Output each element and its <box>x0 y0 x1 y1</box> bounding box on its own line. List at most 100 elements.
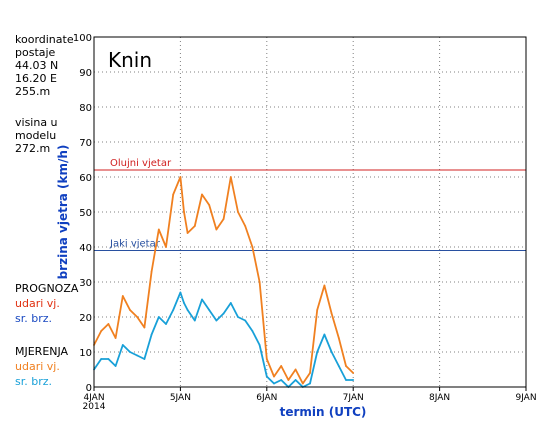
x-tick-label: 5JAN <box>170 393 191 403</box>
forecast-legend-title: PROGNOZA <box>15 282 79 295</box>
data-point <box>229 302 232 304</box>
x-tick-label: 6JAN <box>256 393 277 403</box>
data-point <box>345 379 347 381</box>
x-tick-label: 4JAN <box>83 393 104 403</box>
data-point <box>229 176 232 178</box>
data-point <box>201 193 203 196</box>
chart-title: Knin <box>108 48 152 72</box>
data-point <box>237 211 239 213</box>
data-point <box>107 323 110 325</box>
y-tick-label: 40 <box>79 243 92 254</box>
data-point <box>150 270 153 273</box>
data-point <box>136 316 139 318</box>
data-point <box>273 375 275 378</box>
y-tick-label: 30 <box>79 278 92 289</box>
data-point <box>265 358 268 360</box>
data-point <box>309 382 311 385</box>
data-point <box>222 312 225 315</box>
y-tick-label: 90 <box>79 68 92 79</box>
data-point <box>121 295 124 297</box>
data-point <box>330 351 333 353</box>
x-tick-label: 8JAN <box>429 393 450 403</box>
data-point <box>100 330 103 332</box>
station-line: 255.m <box>15 85 51 98</box>
data-point <box>157 316 160 318</box>
data-point <box>215 319 218 322</box>
plot-frame <box>93 36 527 388</box>
y-tick-label: 20 <box>79 313 92 324</box>
data-point <box>136 354 139 357</box>
data-point <box>100 358 103 360</box>
data-point <box>172 309 175 311</box>
model-info: visina u modelu 272.m <box>15 116 58 155</box>
y-tick-label: 70 <box>79 138 92 149</box>
data-point <box>273 382 275 385</box>
measured-mean-legend: sr. brz. <box>15 375 53 388</box>
data-point <box>330 312 333 315</box>
data-point <box>287 379 290 381</box>
data-point <box>301 382 304 385</box>
measured-legend-title: MJERENJA <box>15 345 69 358</box>
forecast-mean-legend: sr. brz. <box>15 312 53 325</box>
data-point <box>280 379 283 381</box>
station-info: koordinate postaje 44.03 N 16.20 E 255.m <box>15 33 74 98</box>
data-point <box>265 375 268 378</box>
x-tick-label: 9JAN <box>515 393 536 403</box>
x-tick-sublabel: 2014 <box>83 402 106 412</box>
station-line: postaje <box>15 46 56 59</box>
data-point <box>165 323 167 325</box>
data-point <box>172 193 175 196</box>
model-line: visina u <box>15 116 58 129</box>
data-point <box>251 330 254 332</box>
model-line: 272.m <box>15 142 51 155</box>
data-point <box>121 344 124 346</box>
data-point <box>183 302 185 304</box>
data-point <box>208 204 211 206</box>
y-tick-label: 0 <box>86 383 92 394</box>
data-point <box>337 365 340 367</box>
measured-legend: MJERENJA udari vj. sr. brz. <box>15 344 68 389</box>
data-point <box>129 351 131 353</box>
data-point <box>165 246 167 248</box>
data-point <box>309 372 311 374</box>
data-point <box>237 316 239 318</box>
data-point <box>201 298 203 301</box>
series-line <box>93 176 354 385</box>
data-point <box>107 358 110 360</box>
station-line: 16.20 E <box>15 72 57 85</box>
data-point <box>316 351 319 353</box>
data-point <box>258 281 261 283</box>
y-tick-labels: 0 10 20 30 40 50 60 70 80 90 100 <box>73 33 92 394</box>
data-point <box>193 319 196 322</box>
series-line <box>93 291 354 388</box>
data-point <box>323 284 326 287</box>
forecast-gust-legend: udari vj. <box>15 297 60 310</box>
model-line: modelu <box>15 129 57 142</box>
station-line: koordinate <box>15 33 74 46</box>
data-point <box>183 211 185 213</box>
data-point <box>179 291 182 294</box>
x-tick-label: 7JAN <box>343 393 364 403</box>
data-point <box>316 309 319 311</box>
data-point <box>323 333 326 336</box>
x-axis-label: termin (UTC) <box>280 405 367 419</box>
y-tick-label: 50 <box>79 208 92 219</box>
measured-gust-legend: udari vj. <box>15 360 60 373</box>
data-point <box>352 372 355 374</box>
data-point <box>179 176 182 178</box>
data-point <box>294 368 297 371</box>
data-point <box>244 225 247 227</box>
data-point <box>244 319 247 322</box>
data-point <box>157 228 160 231</box>
data-point <box>352 379 355 381</box>
data-point <box>143 326 146 329</box>
data-point <box>143 358 146 360</box>
y-tick-label: 80 <box>79 103 92 114</box>
data-point <box>251 246 254 248</box>
data-point <box>208 309 211 311</box>
y-tick-label: 100 <box>73 33 92 44</box>
data-point <box>114 365 117 367</box>
data-point <box>294 379 297 381</box>
